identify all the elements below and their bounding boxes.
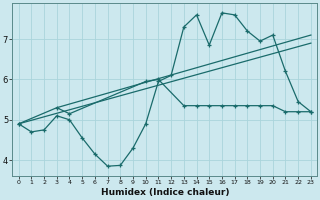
X-axis label: Humidex (Indice chaleur): Humidex (Indice chaleur) (100, 188, 229, 197)
